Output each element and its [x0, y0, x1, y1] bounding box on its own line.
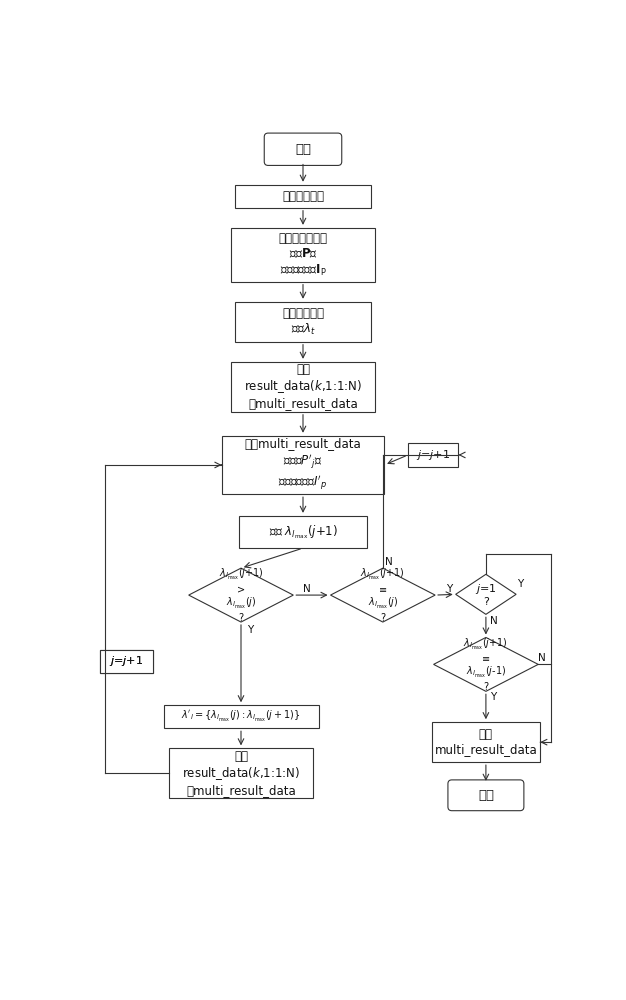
- FancyBboxPatch shape: [232, 228, 375, 282]
- Text: $j$=1
?: $j$=1 ?: [475, 582, 496, 607]
- FancyBboxPatch shape: [235, 302, 371, 342]
- FancyBboxPatch shape: [232, 362, 375, 412]
- Polygon shape: [456, 574, 516, 614]
- Text: $j$=$j$+1: $j$=$j$+1: [416, 448, 450, 462]
- Text: N: N: [304, 584, 311, 594]
- FancyBboxPatch shape: [264, 133, 342, 165]
- Text: N: N: [538, 653, 546, 663]
- Text: N: N: [490, 615, 498, 626]
- Text: $\lambda_{l_{\max}}$($j$+1)
$>$
$\lambda_{l_{\max}}$($j$)
?: $\lambda_{l_{\max}}$($j$+1) $>$ $\lambda…: [218, 567, 264, 623]
- FancyBboxPatch shape: [235, 185, 371, 208]
- Text: 开始: 开始: [295, 143, 311, 156]
- Text: 结束: 结束: [478, 789, 494, 802]
- Text: 选择结构元素: 选择结构元素: [282, 190, 324, 203]
- Polygon shape: [188, 568, 294, 622]
- Text: Y: Y: [491, 692, 497, 702]
- Text: Y: Y: [446, 584, 452, 594]
- Text: N: N: [385, 557, 393, 567]
- FancyBboxPatch shape: [169, 748, 313, 798]
- Text: $j$=$j$+1: $j$=$j$+1: [110, 654, 143, 668]
- Text: $\lambda_{l_{\max}}$($j$+1)
$\equiv$
$\lambda_{l_{\max}}$($j$-1)
?: $\lambda_{l_{\max}}$($j$+1) $\equiv$ $\l…: [463, 637, 508, 692]
- Text: $j$=$j$+1: $j$=$j$+1: [110, 654, 143, 668]
- Text: 计算长度尺度
范围$\lambda_t$: 计算长度尺度 范围$\lambda_t$: [282, 307, 324, 337]
- FancyBboxPatch shape: [163, 705, 319, 728]
- Polygon shape: [434, 637, 538, 691]
- Polygon shape: [331, 568, 435, 622]
- Text: 计算
multi_result_data: 计算 multi_result_data: [434, 728, 537, 756]
- FancyBboxPatch shape: [222, 436, 384, 494]
- Text: 计算
result_data($k$,1:1:N)
及multi_result_data: 计算 result_data($k$,1:1:N) 及multi_result_…: [244, 363, 362, 410]
- FancyBboxPatch shape: [448, 780, 524, 811]
- FancyBboxPatch shape: [432, 722, 540, 762]
- Text: $\lambda'_l=\{\lambda_{l_{\max}}(j):\lambda_{l_{\max}}(j+1)\}$: $\lambda'_l=\{\lambda_{l_{\max}}(j):\lam…: [181, 709, 301, 724]
- FancyBboxPatch shape: [100, 650, 153, 673]
- Text: 寻找multi_result_data
峰值点$P'_j$，
计算峰值间隔$I'_p$: 寻找multi_result_data 峰值点$P'_j$， 计算峰值间隔$I'…: [245, 437, 361, 492]
- Text: 计算
result_data($k$,1:1:N)
及multi_result_data: 计算 result_data($k$,1:1:N) 及multi_result_…: [182, 750, 300, 797]
- FancyBboxPatch shape: [100, 650, 153, 673]
- Text: 寻找原始信号峰
值点$\mathbf{P}$，
计算峰值间隔$\mathbf{I}_{\rm P}$: 寻找原始信号峰 值点$\mathbf{P}$， 计算峰值间隔$\mathbf{I…: [279, 232, 327, 278]
- Text: Y: Y: [247, 625, 254, 635]
- Text: $\lambda_{l_{\max}}$($j$+1)
$\equiv$
$\lambda_{l_{\max}}$($j$)
?: $\lambda_{l_{\max}}$($j$+1) $\equiv$ $\l…: [361, 567, 405, 623]
- Text: 计算 $\lambda_{l_{\max}}$($j$+1): 计算 $\lambda_{l_{\max}}$($j$+1): [269, 523, 337, 541]
- Text: Y: Y: [517, 579, 523, 589]
- FancyBboxPatch shape: [408, 443, 458, 466]
- FancyBboxPatch shape: [239, 516, 367, 548]
